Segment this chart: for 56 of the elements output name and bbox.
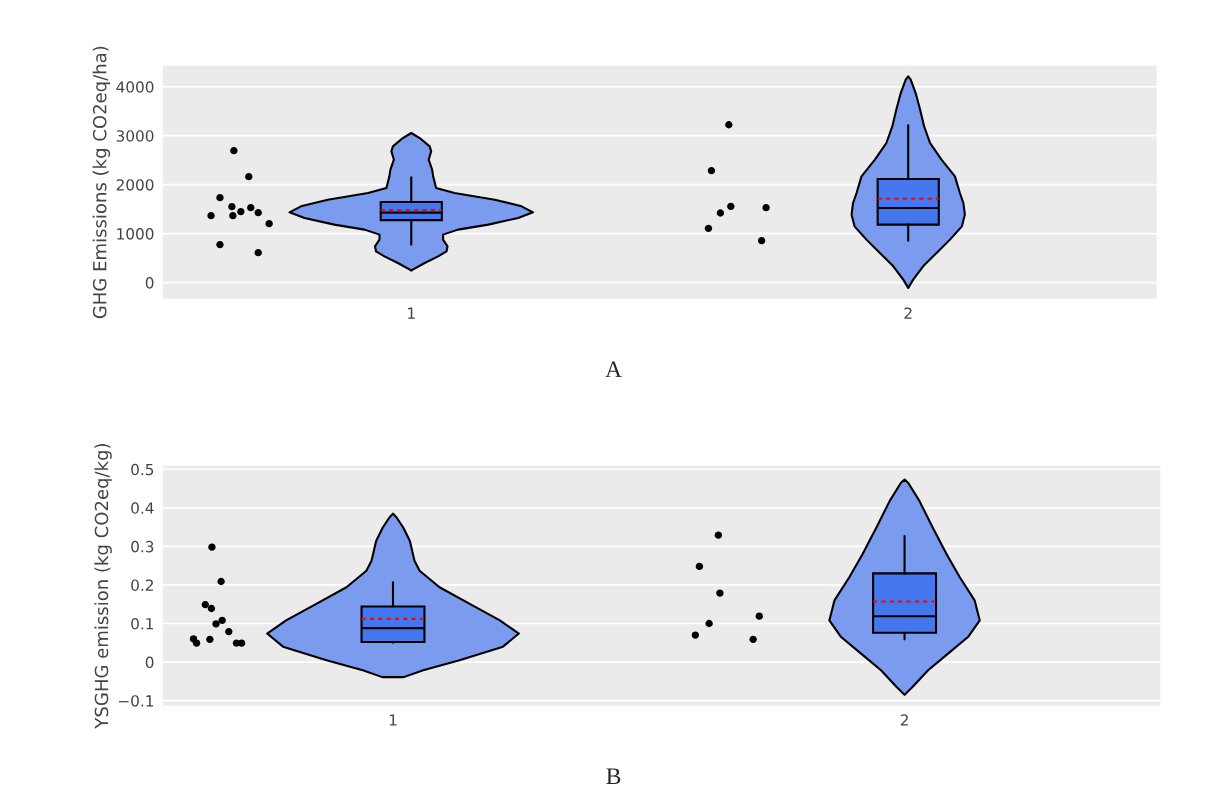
y-tick-label: 2000 (116, 179, 154, 191)
y-tick-label: −0.1 (119, 695, 154, 707)
point (208, 543, 216, 551)
y-tick-label: 4000 (116, 81, 154, 93)
text: B (606, 768, 621, 785)
y-axis-title: GHG Emissions (kg CO2eq/ha) (92, 46, 111, 319)
point (762, 203, 770, 212)
point (207, 212, 215, 220)
y-axis-title: YSGHG emission (kg CO2eq/kg) (94, 443, 112, 729)
point (216, 240, 224, 249)
y-tick-label: 0 (145, 656, 154, 669)
y-tick-label: 0.4 (131, 502, 154, 514)
y-tick-label: 0.5 (131, 463, 154, 476)
point (229, 212, 237, 220)
point (237, 639, 246, 647)
point (192, 639, 201, 647)
point (695, 562, 704, 571)
point (201, 600, 209, 609)
point (254, 248, 262, 257)
point (206, 635, 214, 644)
y-tick-label: 0.3 (131, 540, 154, 553)
x-tick-label: 1 (389, 714, 397, 726)
point (707, 167, 716, 175)
point (705, 619, 713, 628)
point (727, 202, 735, 210)
point (230, 147, 238, 155)
point (716, 209, 725, 217)
point (247, 203, 255, 212)
point (225, 627, 233, 636)
point (265, 219, 273, 228)
text: A (605, 361, 622, 378)
x-tick-label: 2 (900, 714, 908, 726)
point (245, 173, 253, 181)
y-tick-label: 0 (145, 277, 154, 289)
x-tick-label: 2 (904, 307, 912, 319)
point (755, 612, 763, 620)
point (237, 207, 245, 216)
point (228, 202, 236, 211)
point (704, 224, 713, 232)
y-tick-label: 3000 (116, 130, 154, 142)
point (691, 631, 699, 639)
point (216, 193, 224, 202)
y-tick-label: 0.1 (131, 617, 154, 630)
point (749, 635, 757, 644)
point (218, 616, 226, 625)
point (254, 208, 262, 217)
y-tick-label: 0.2 (131, 579, 153, 591)
y-tick-label: 1000 (117, 228, 154, 240)
point (725, 121, 733, 129)
point (207, 604, 216, 613)
x-tick-label: 1 (408, 307, 415, 319)
point (217, 577, 225, 586)
point (716, 589, 724, 597)
point (714, 531, 723, 539)
point (212, 620, 220, 628)
point (757, 236, 766, 245)
